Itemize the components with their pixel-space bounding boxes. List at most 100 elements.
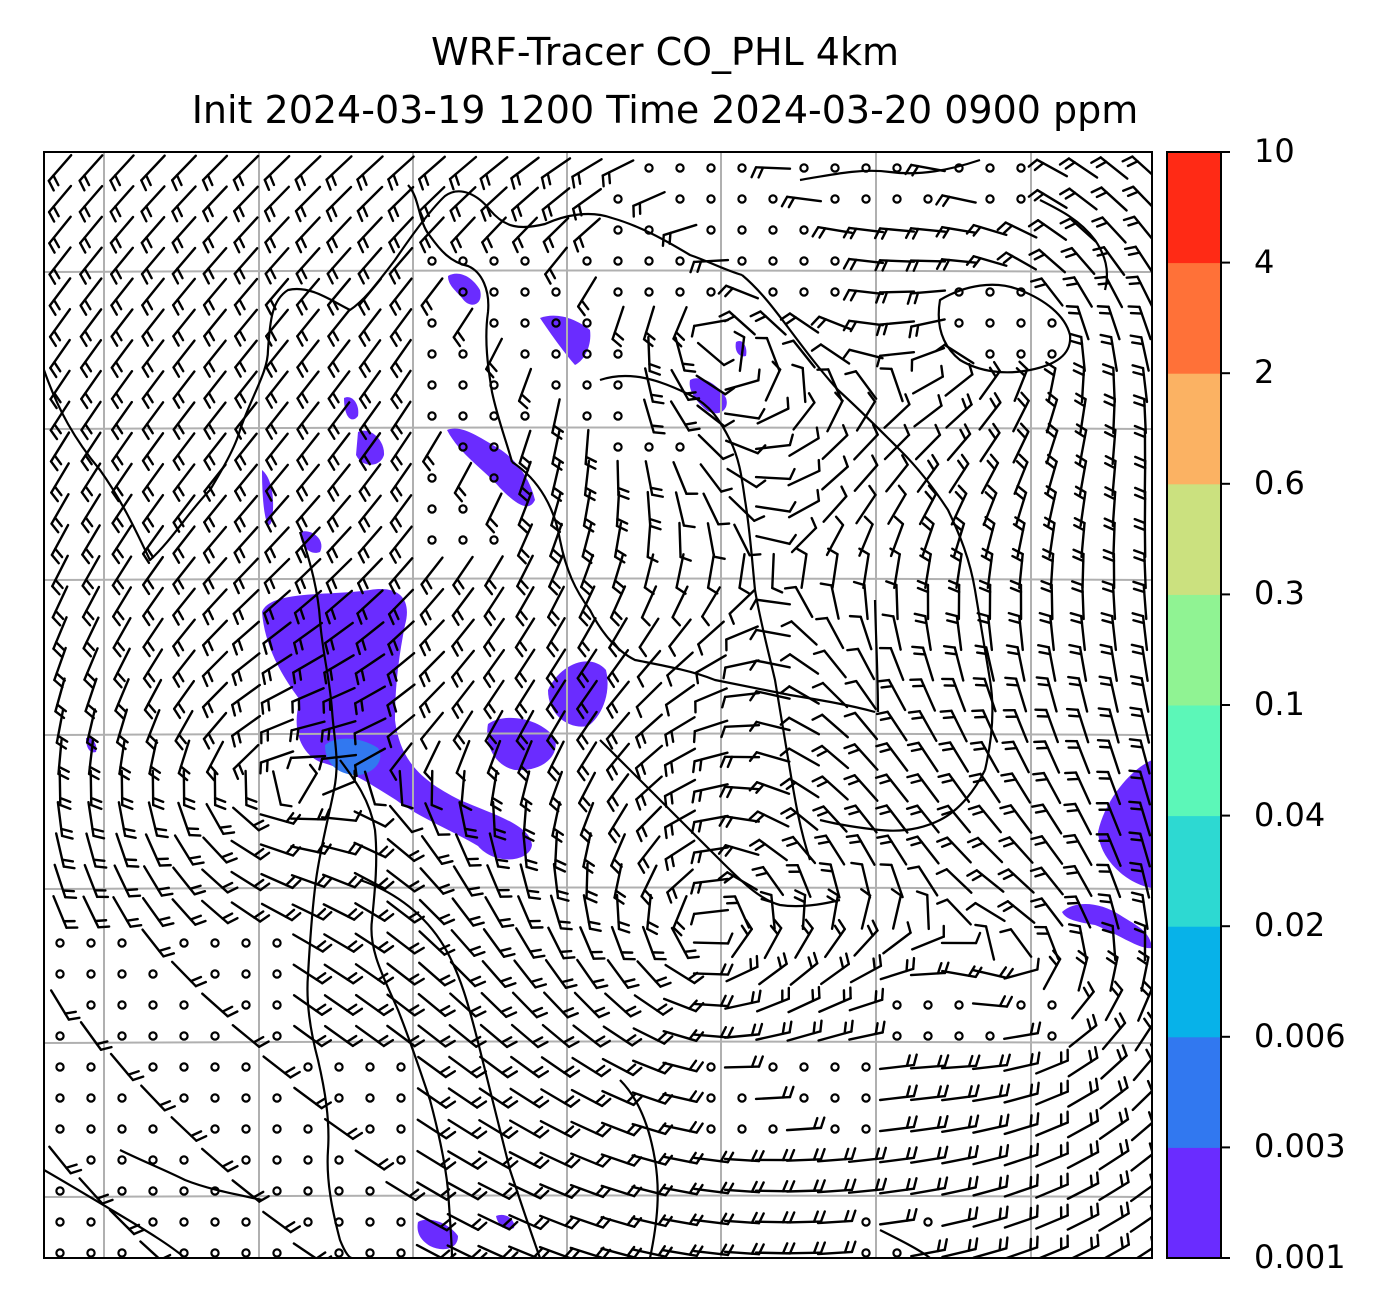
- wind-barb: [56, 800, 74, 840]
- wind-barb: [420, 835, 454, 865]
- wind-barb: [140, 154, 166, 192]
- wind-barb: [1094, 275, 1124, 309]
- wind-barb: [233, 185, 259, 223]
- wind-barb: [974, 644, 995, 682]
- wind-barb: [764, 360, 782, 402]
- wind-barb: [1035, 1110, 1069, 1137]
- wind-barb: [879, 956, 916, 981]
- wind-barb: [982, 484, 998, 527]
- wind-barb: [172, 339, 196, 378]
- wind-barb: [695, 654, 727, 685]
- wind-barb: [613, 863, 627, 905]
- calm-wind-marker: [55, 969, 65, 979]
- wind-barb: [972, 1236, 1009, 1258]
- wind-barb: [971, 1053, 1011, 1071]
- wind-barb: [816, 368, 843, 402]
- wind-barb: [1128, 831, 1151, 868]
- wind-barb: [918, 484, 938, 526]
- wind-barb: [1065, 707, 1090, 744]
- wind-barb: [906, 741, 939, 773]
- wind-barb: [786, 1019, 823, 1042]
- wind-barb: [696, 341, 735, 367]
- calm-wind-marker: [396, 1124, 406, 1134]
- wind-barb: [1098, 675, 1119, 713]
- wind-barb: [418, 930, 456, 956]
- wind-barb: [875, 804, 909, 834]
- wind-barb: [1059, 217, 1097, 243]
- wind-barb: [296, 370, 320, 409]
- wind-barb: [882, 921, 912, 955]
- wind-barb: [419, 619, 445, 657]
- wind-barb: [514, 617, 536, 658]
- calm-wind-marker: [396, 1217, 406, 1227]
- wind-barb: [968, 772, 1001, 804]
- wind-barb: [515, 586, 535, 627]
- wind-barb: [174, 709, 194, 751]
- wind-barb: [358, 277, 382, 316]
- wind-barb: [967, 804, 1002, 834]
- wind-barb: [296, 463, 320, 502]
- wind-barb: [170, 154, 198, 192]
- wind-barb: [636, 960, 672, 988]
- wind-barb: [264, 247, 290, 285]
- wind-barb: [233, 247, 259, 285]
- calm-wind-marker: [613, 256, 623, 266]
- calm-wind-marker: [613, 349, 623, 359]
- wind-barb: [519, 863, 542, 900]
- title-line-2: Init 2024-03-19 1200 Time 2024-03-20 090…: [191, 88, 1139, 132]
- wind-barb: [202, 836, 238, 864]
- wind-barb: [879, 367, 904, 403]
- wind-barb: [811, 681, 849, 709]
- wind-barb: [264, 216, 290, 254]
- wind-barb: [294, 557, 322, 594]
- wind-barb: [787, 458, 821, 487]
- calm-wind-marker: [210, 1248, 220, 1258]
- calm-wind-marker: [427, 535, 437, 545]
- wind-barb: [779, 685, 820, 705]
- wind-barb: [935, 194, 977, 208]
- calm-wind-marker: [241, 1000, 251, 1010]
- calm-wind-marker: [706, 194, 716, 204]
- wind-barb: [117, 801, 137, 840]
- wind-barb: [1096, 305, 1121, 341]
- wind-barb: [47, 184, 73, 223]
- wind-barb: [878, 1177, 918, 1195]
- wind-barb: [296, 308, 320, 347]
- wind-barb: [979, 422, 1001, 463]
- wind-barb: [354, 932, 395, 954]
- calm-wind-marker: [861, 194, 871, 204]
- wind-barb: [980, 547, 994, 590]
- wind-barb: [1129, 861, 1151, 899]
- wind-barb: [692, 963, 734, 976]
- wind-barb: [232, 806, 270, 832]
- wind-barb: [203, 463, 227, 502]
- wind-barb: [749, 310, 787, 336]
- wind-barb: [852, 580, 869, 621]
- wind-barb: [938, 741, 970, 773]
- wind-barb: [749, 628, 791, 641]
- wind-barb: [914, 423, 942, 461]
- wind-barb: [849, 953, 883, 984]
- meridian-line: [411, 152, 414, 1258]
- wind-barb: [646, 490, 662, 531]
- wind-barb: [907, 865, 939, 897]
- tracer-plume-area: [540, 315, 591, 365]
- wind-barb: [423, 740, 441, 782]
- wind-barb: [112, 586, 132, 627]
- calm-wind-marker: [489, 535, 499, 545]
- wind-barb: [110, 339, 134, 379]
- wind-barb: [811, 744, 850, 770]
- wind-barb: [969, 740, 1000, 774]
- wind-barb: [781, 835, 817, 865]
- wind-barb: [785, 864, 812, 898]
- wind-barb: [1003, 1112, 1040, 1136]
- wind-barb: [354, 902, 395, 922]
- calm-wind-marker: [241, 969, 251, 979]
- wind-barb: [353, 747, 387, 778]
- wind-barb: [644, 460, 664, 498]
- wind-barb: [905, 259, 947, 272]
- wind-barb: [674, 336, 697, 373]
- calm-wind-marker: [737, 1093, 747, 1103]
- calm-wind-marker: [830, 287, 840, 297]
- wind-barb: [663, 809, 697, 840]
